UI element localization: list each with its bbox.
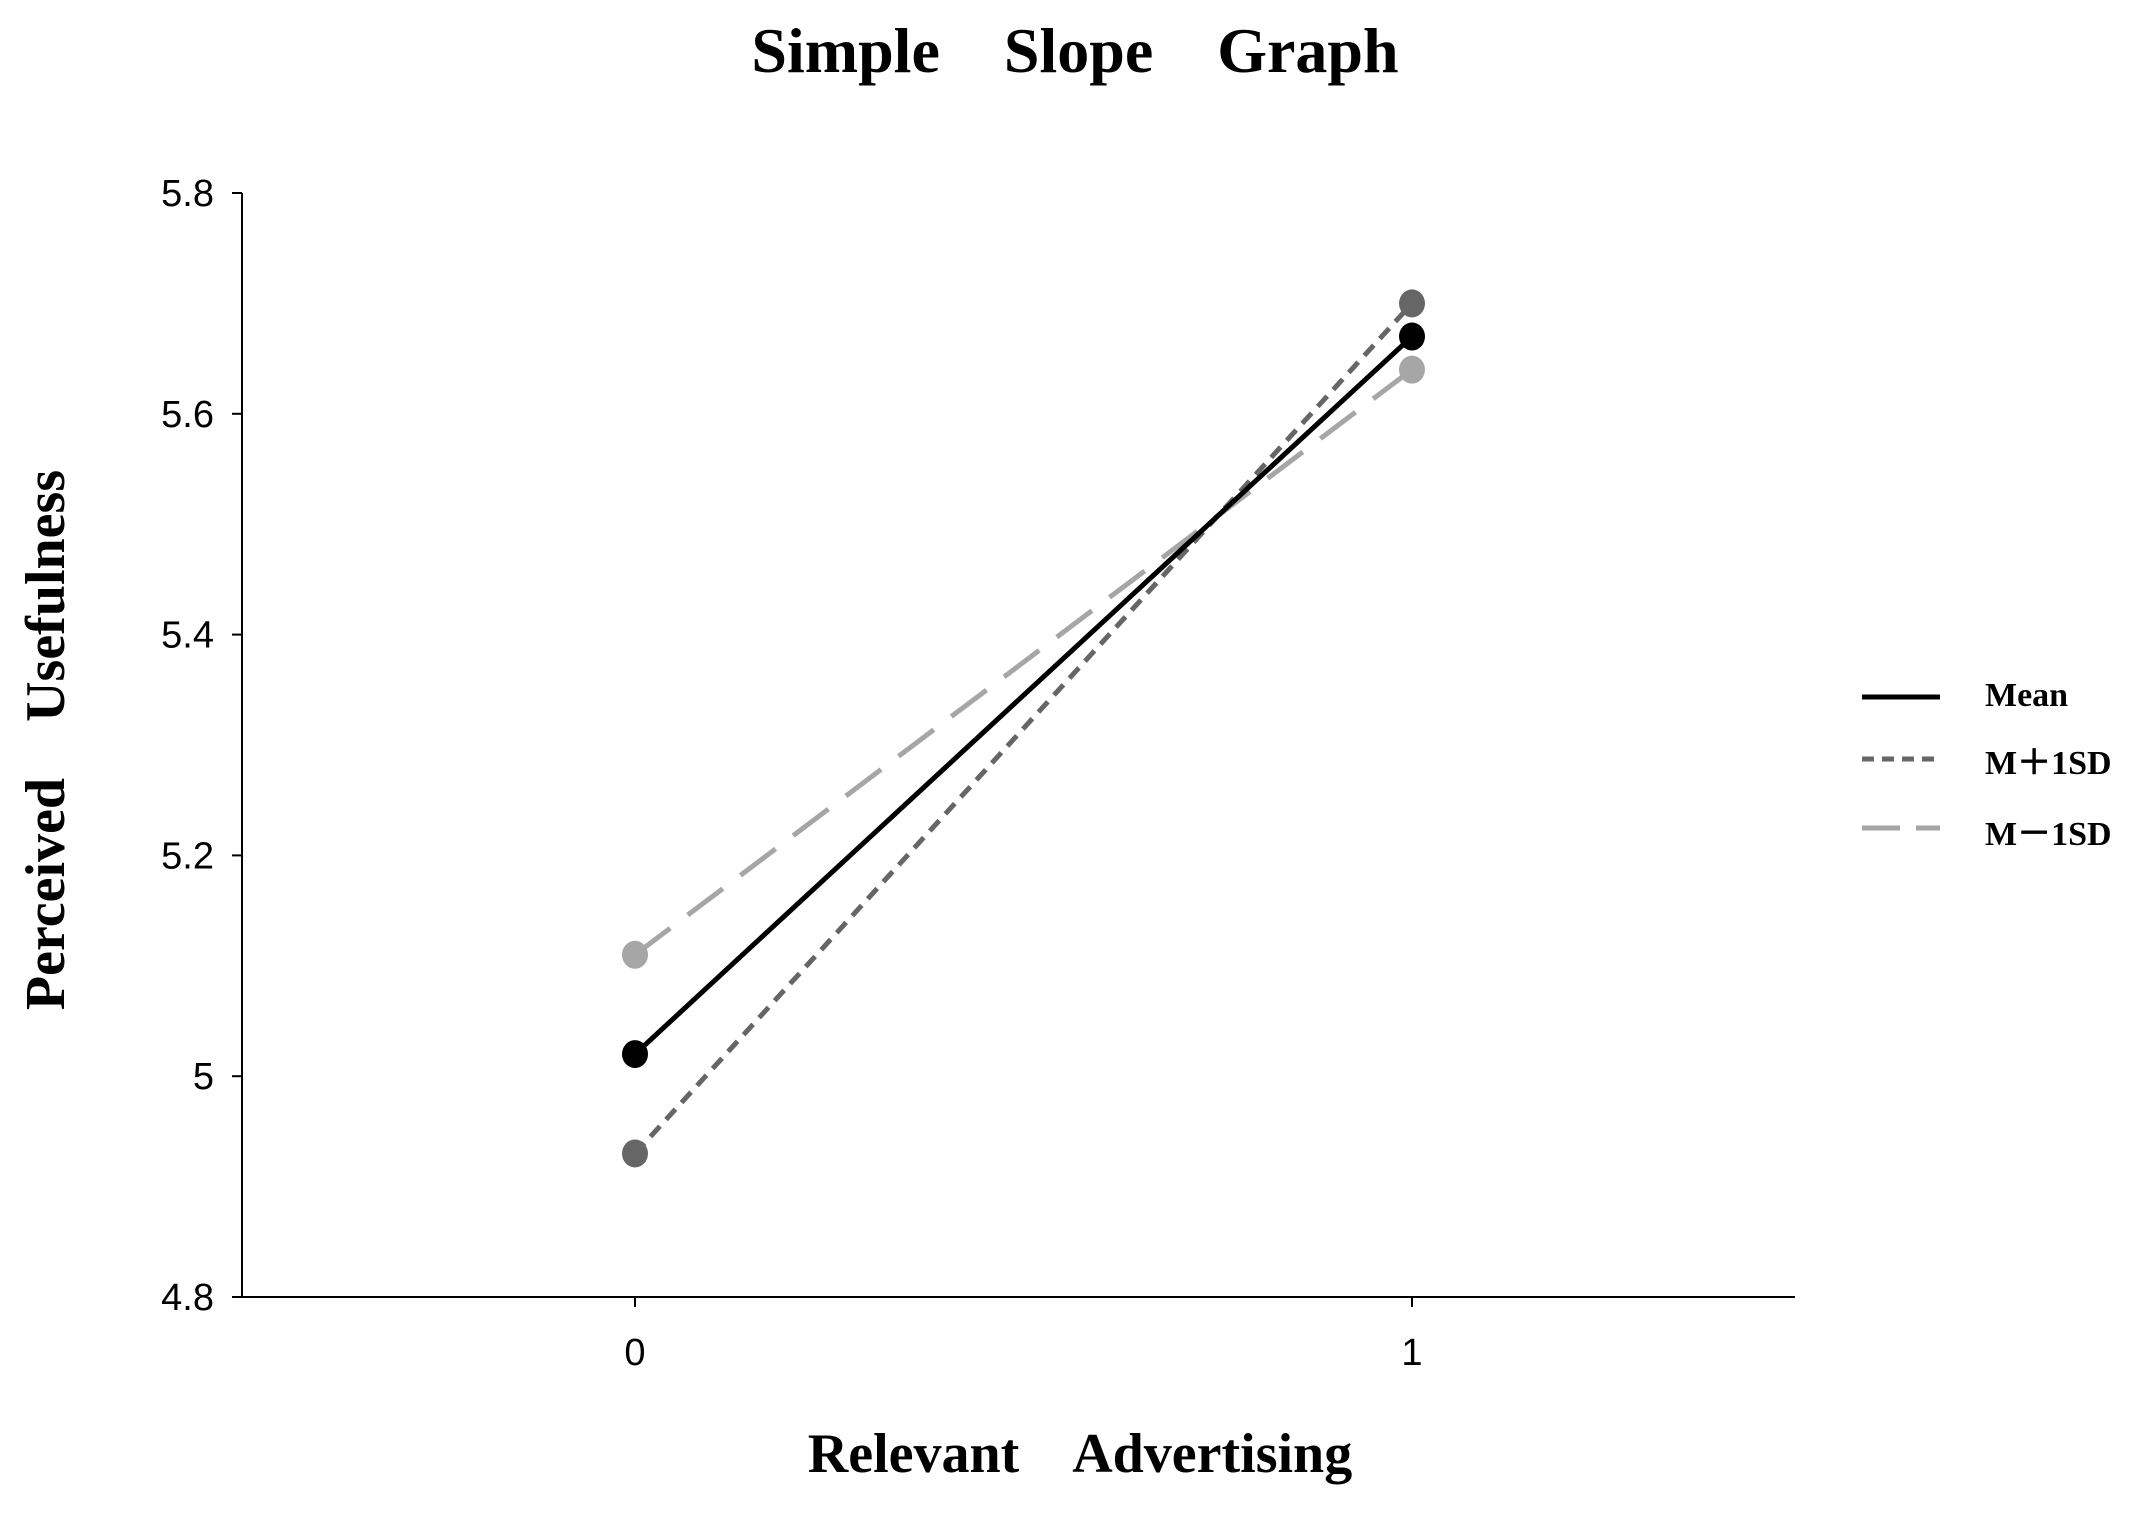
y-tick-label: 5 (193, 1056, 214, 1098)
y-axis-label: Perceived Usefulness (15, 470, 77, 1010)
data-point (1399, 289, 1425, 318)
legend-label: M－1SD (1985, 816, 2112, 853)
series-line-2 (633, 367, 1414, 957)
x-axis-label: Relevant Advertising (808, 1423, 1352, 1485)
y-tick-label: 5.2 (161, 835, 214, 877)
chart-title: Simple Slope Graph (751, 15, 1398, 86)
y-tick-label: 5.6 (161, 394, 214, 436)
x-tick-label: 0 (624, 1332, 645, 1374)
legend-label: Mean (1985, 677, 2068, 714)
data-point (1399, 355, 1425, 384)
series-line-1 (633, 301, 1414, 1156)
x-tick-label: 1 (1401, 1332, 1422, 1374)
series-layer (622, 289, 1425, 1168)
y-tick-label: 4.8 (161, 1277, 214, 1319)
data-point (622, 1139, 648, 1168)
legend-label: M＋1SD (1985, 745, 2112, 782)
data-point (1399, 322, 1425, 351)
y-tick-label: 5.8 (161, 173, 214, 215)
series-line-0 (633, 334, 1414, 1056)
axes: 4.8 5 5.2 5.4 5.6 5.8 0 1 (161, 173, 1795, 1374)
y-tick-label: 5.4 (161, 615, 214, 657)
legend: Mean M＋1SD M－1SD (1862, 677, 2112, 853)
data-point (622, 1040, 648, 1069)
data-point (622, 940, 648, 969)
